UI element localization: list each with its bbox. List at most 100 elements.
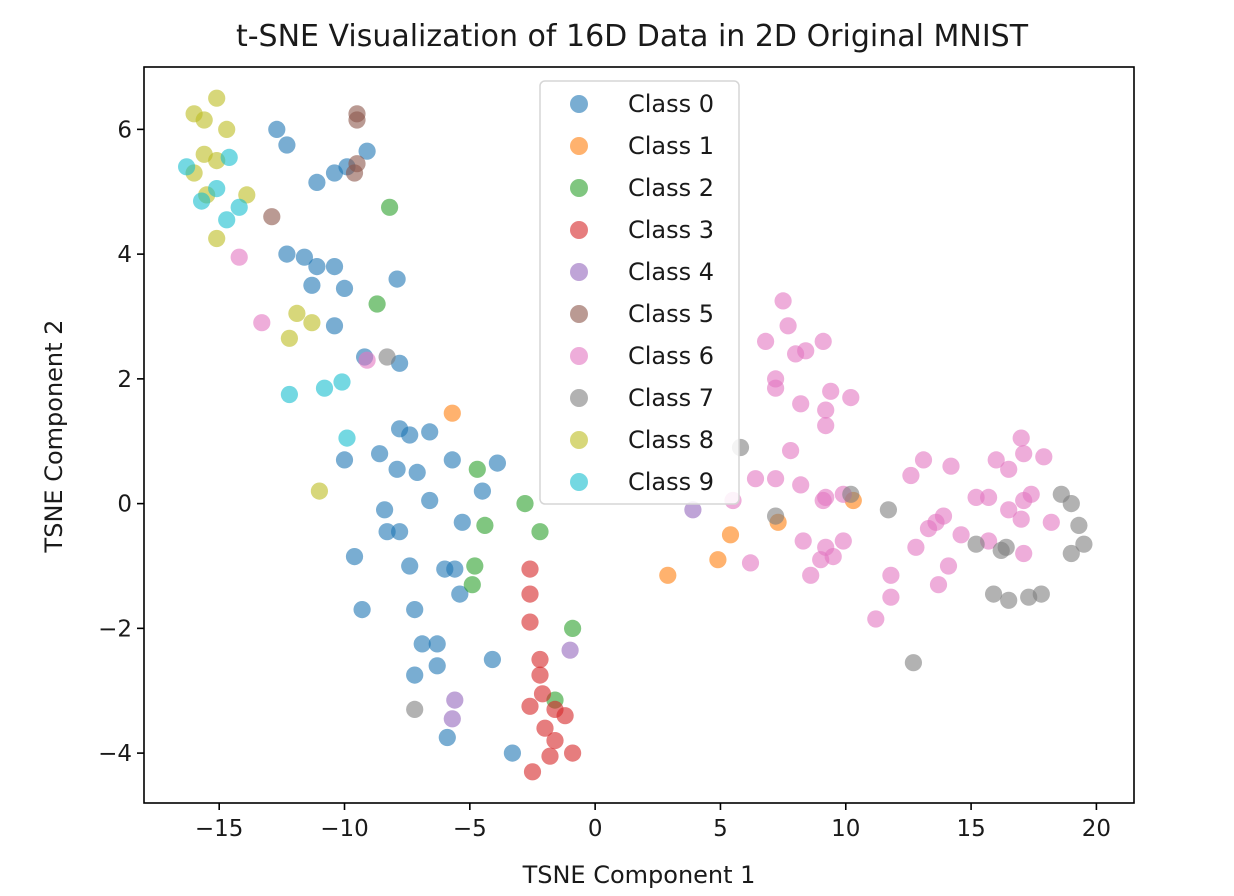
point-class-0-34 xyxy=(446,560,464,578)
y-tick-label: 2 xyxy=(117,367,132,393)
point-class-3-2 xyxy=(521,613,539,631)
legend-label-class-1: Class 1 xyxy=(628,132,714,160)
legend-marker-class-1 xyxy=(570,137,588,155)
point-class-7-8 xyxy=(985,585,1003,603)
point-class-6-17 xyxy=(746,470,765,488)
point-class-3-8 xyxy=(556,707,574,725)
point-class-3-12 xyxy=(541,747,559,765)
legend-marker-class-9 xyxy=(570,473,588,491)
point-class-1-3 xyxy=(721,526,740,544)
point-class-6-43 xyxy=(939,557,958,575)
point-class-9-5 xyxy=(218,211,236,229)
point-class-9-4 xyxy=(230,198,248,216)
point-class-9-6 xyxy=(280,385,298,404)
point-class-6-18 xyxy=(767,470,785,488)
legend-label-class-8: Class 8 xyxy=(628,426,714,454)
point-class-9-9 xyxy=(338,429,356,447)
point-class-6-4 xyxy=(779,317,797,335)
x-tick-label: −15 xyxy=(195,816,244,842)
point-class-6-41 xyxy=(952,526,970,544)
legend-label-class-9: Class 9 xyxy=(628,468,714,496)
point-class-6-39 xyxy=(934,507,953,525)
point-class-7-13 xyxy=(1062,495,1080,513)
point-class-6-54 xyxy=(1022,485,1040,503)
point-class-6-51 xyxy=(1015,445,1033,463)
point-class-5-3 xyxy=(345,164,364,182)
point-class-0-38 xyxy=(413,635,431,653)
point-class-3-4 xyxy=(531,666,549,684)
point-class-6-16 xyxy=(782,442,800,460)
point-class-0-17 xyxy=(401,426,419,444)
point-class-0-27 xyxy=(376,501,394,519)
point-class-0-21 xyxy=(408,463,426,481)
point-class-8-10 xyxy=(280,329,298,347)
point-class-3-6 xyxy=(521,697,539,715)
point-class-5-4 xyxy=(263,208,281,226)
point-class-6-49 xyxy=(1000,501,1018,519)
point-class-6-24 xyxy=(741,554,760,572)
point-class-4-0 xyxy=(684,501,702,519)
point-class-3-3 xyxy=(531,650,549,669)
point-class-3-0 xyxy=(521,560,539,578)
point-class-6-32 xyxy=(882,566,900,584)
point-class-7-11 xyxy=(1032,585,1050,603)
point-class-9-2 xyxy=(208,180,226,198)
point-class-1-0 xyxy=(443,404,461,422)
ticks-layer: −15 −10 −5 0 5 10 15 20 −4 −2 0 2 4 6 xyxy=(98,117,1111,842)
point-class-0-7 xyxy=(295,248,313,266)
point-class-2-4 xyxy=(476,516,494,535)
point-class-4-2 xyxy=(446,691,464,709)
point-class-0-24 xyxy=(488,454,506,472)
legend: Class 0 Class 1 Class 2 Class 3 Class 4 Class… xyxy=(539,80,740,505)
point-class-3-13 xyxy=(523,763,542,781)
point-class-6-47 xyxy=(987,451,1005,469)
point-class-6-40 xyxy=(942,457,960,475)
point-class-6-21 xyxy=(817,488,835,506)
point-class-1-2 xyxy=(709,551,727,569)
x-tick-label: 5 xyxy=(713,816,728,842)
point-class-3-10 xyxy=(546,732,564,750)
point-class-5-1 xyxy=(348,111,366,129)
point-class-9-8 xyxy=(333,373,351,391)
point-class-0-6 xyxy=(278,245,296,263)
legend-frame xyxy=(539,80,740,505)
point-class-6-12 xyxy=(822,382,840,400)
point-class-8-8 xyxy=(238,186,256,204)
legend-label-class-2: Class 2 xyxy=(628,174,714,202)
point-class-8-13 xyxy=(310,482,328,500)
point-class-0-26 xyxy=(421,491,439,510)
plot-frame xyxy=(143,66,1135,804)
point-class-0-22 xyxy=(335,451,354,469)
point-class-0-12 xyxy=(388,270,406,288)
legend-marker-class-3 xyxy=(570,221,588,239)
point-class-9-7 xyxy=(315,379,334,397)
point-class-8-3 xyxy=(218,120,236,138)
point-class-0-39 xyxy=(428,635,446,653)
y-tick-label: −2 xyxy=(98,616,132,642)
point-class-6-30 xyxy=(834,532,852,550)
point-class-7-16 xyxy=(1062,544,1080,563)
point-class-0-28 xyxy=(378,523,396,541)
point-class-7-18 xyxy=(406,700,424,719)
legend-label-class-3: Class 3 xyxy=(628,216,714,244)
point-class-0-43 xyxy=(438,728,456,747)
point-class-6-7 xyxy=(797,342,815,360)
point-class-3-1 xyxy=(521,585,539,603)
y-tick-label: 0 xyxy=(117,492,132,518)
point-class-0-30 xyxy=(453,513,471,531)
point-class-7-15 xyxy=(1075,535,1093,553)
point-class-0-29 xyxy=(391,523,409,541)
point-class-2-0 xyxy=(381,198,399,216)
point-class-6-31 xyxy=(867,610,885,628)
x-tick-label: 10 xyxy=(831,816,860,842)
point-class-6-36 xyxy=(907,538,925,556)
legend-label-class-6: Class 6 xyxy=(628,342,714,370)
legend-label-class-0: Class 0 xyxy=(628,90,714,118)
point-class-8-12 xyxy=(303,314,321,332)
point-class-0-1 xyxy=(278,136,296,154)
point-class-6-5 xyxy=(757,332,775,350)
point-class-0-36 xyxy=(353,601,371,619)
point-class-6-8 xyxy=(814,332,832,350)
point-class-0-37 xyxy=(406,601,424,619)
